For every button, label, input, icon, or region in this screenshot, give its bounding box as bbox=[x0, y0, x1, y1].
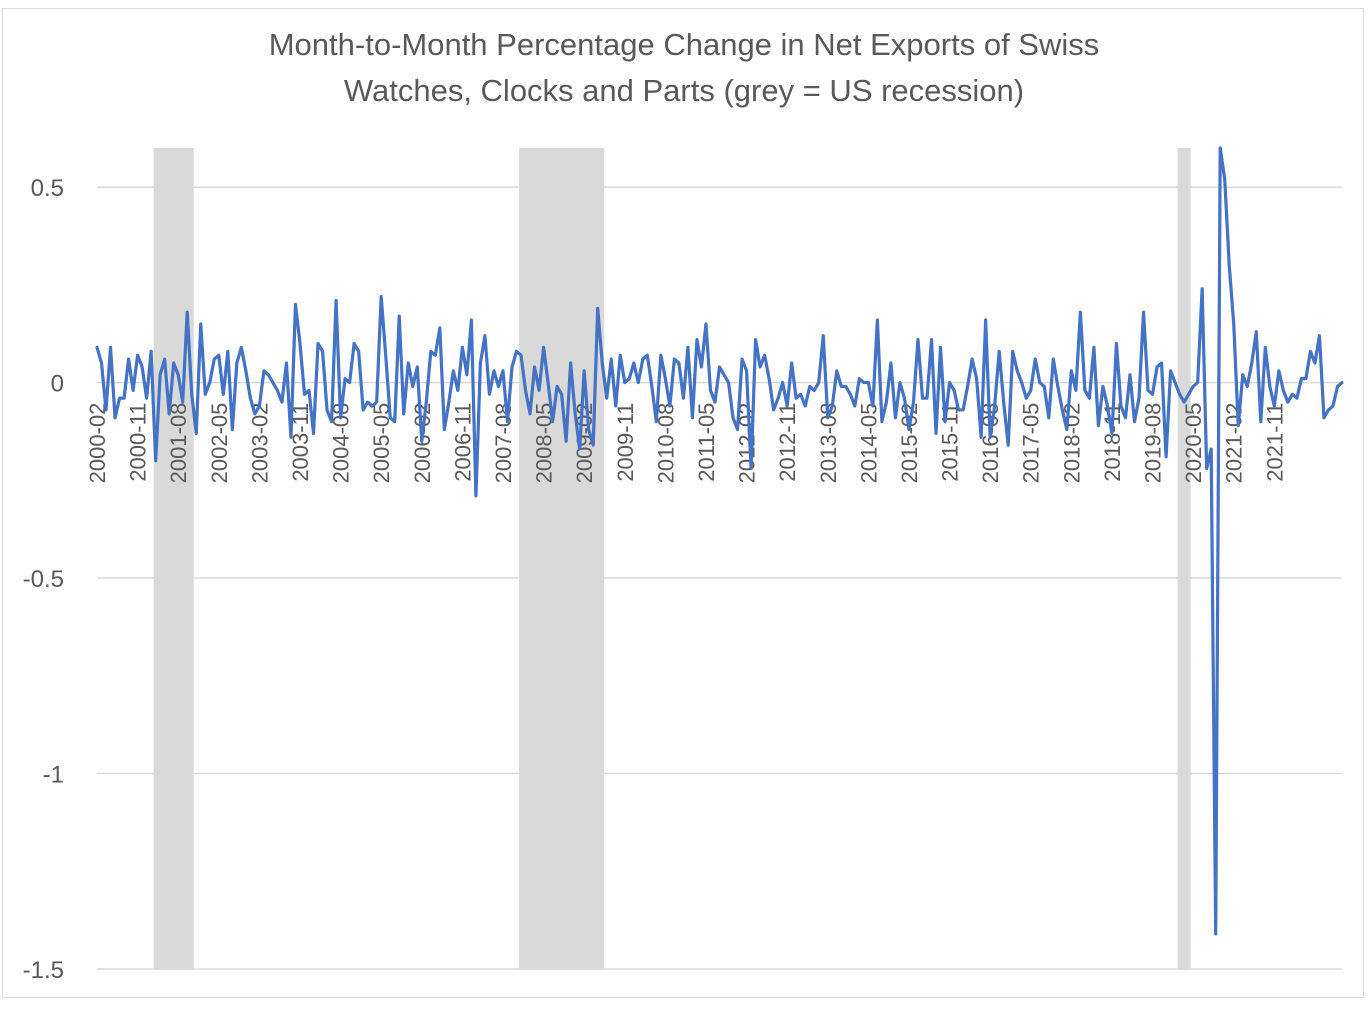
x-tick-label: 2019-08 bbox=[1141, 403, 1166, 484]
series-line bbox=[95, 146, 1344, 936]
x-tick-label: 2007-08 bbox=[491, 403, 516, 484]
y-tick-label: -1.5 bbox=[23, 957, 64, 984]
chart-title-line-2: Watches, Clocks and Parts (grey = US rec… bbox=[343, 73, 1025, 108]
x-tick-label: 2012-11 bbox=[775, 403, 800, 482]
x-axis-tick-labels: 2000-02 2000-11 2001-08 2002-05 2003-02 2003-… bbox=[85, 403, 1287, 484]
recession-band-1 bbox=[153, 148, 194, 969]
y-tick-label: 0 bbox=[51, 371, 64, 398]
y-tick-label: -1 bbox=[43, 762, 64, 789]
x-tick-label: 2006-11 bbox=[450, 403, 475, 482]
chart-title: Month-to-Month Percentage Change in Net … bbox=[0, 22, 1368, 114]
y-axis-tick-labels: 0.5 0 -0.5 -1 -1.5 bbox=[23, 175, 64, 984]
x-tick-label: 2015-11 bbox=[938, 403, 963, 482]
x-tick-label: 2000-11 bbox=[126, 403, 151, 482]
y-tick-label: -0.5 bbox=[23, 566, 64, 593]
x-tick-label: 2021-11 bbox=[1262, 403, 1287, 482]
x-tick-label: 2011-05 bbox=[694, 403, 719, 482]
x-tick-label: 2015-02 bbox=[897, 403, 922, 484]
recession-band-3 bbox=[1177, 148, 1191, 969]
x-tick-label: 2006-02 bbox=[410, 403, 435, 484]
recession-band-2 bbox=[519, 148, 605, 969]
x-tick-label: 2002-05 bbox=[207, 403, 232, 484]
chart-title-line-1: Month-to-Month Percentage Change in Net … bbox=[268, 27, 1100, 62]
x-tick-label: 2009-11 bbox=[613, 403, 638, 482]
x-tick-label: 2021-02 bbox=[1222, 403, 1247, 484]
series-layer bbox=[95, 146, 1344, 936]
x-tick-label: 2014-05 bbox=[856, 403, 881, 484]
chart-frame bbox=[2, 8, 1364, 998]
x-tick-label: 2000-02 bbox=[85, 403, 110, 484]
gridlines bbox=[97, 186, 1342, 970]
x-tick-label: 2003-02 bbox=[247, 403, 272, 484]
x-tick-label: 2020-05 bbox=[1181, 403, 1206, 484]
y-tick-label: 0.5 bbox=[31, 175, 64, 202]
x-tick-label: 2001-08 bbox=[166, 403, 191, 484]
recession-bands bbox=[153, 148, 1191, 969]
x-tick-label: 2017-05 bbox=[1019, 403, 1044, 484]
